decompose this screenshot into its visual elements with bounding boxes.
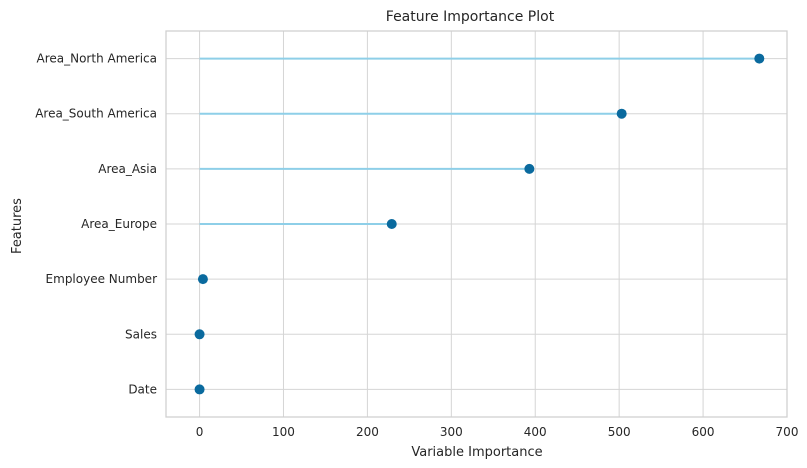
x-tick-label: 400 <box>524 425 547 439</box>
x-tick-labels: 0 100 200 300 400 500 600 700 <box>196 425 799 439</box>
lollipop-marker <box>197 274 208 285</box>
y-tick-label: Area_Europe <box>81 217 157 231</box>
data-marks <box>194 53 765 395</box>
y-tick-label: Area_Asia <box>98 162 157 176</box>
x-tick-label: 700 <box>776 425 799 439</box>
lollipop-marker <box>194 329 205 340</box>
plot-border <box>165 30 788 418</box>
x-axis-label: Variable Importance <box>411 445 542 460</box>
lollipop-marker <box>386 219 397 229</box>
x-tick-label: 200 <box>356 425 379 439</box>
y-tick-label: Area_North America <box>37 52 158 66</box>
y-tick-label: Date <box>128 382 157 396</box>
lollipop-marker <box>524 163 535 174</box>
y-axis-label: Features <box>10 198 25 254</box>
lollipop-marker <box>754 53 765 64</box>
x-tick-label: 0 <box>196 425 204 439</box>
plot-frame <box>165 30 788 418</box>
x-tick-label: 600 <box>692 425 715 439</box>
x-tick-label: 500 <box>608 425 631 439</box>
x-tick-label: 100 <box>272 425 295 439</box>
chart-title: Feature Importance Plot <box>386 9 555 25</box>
y-tick-label: Employee Number <box>46 272 158 286</box>
y-tick-label: Sales <box>125 327 157 341</box>
lollipop-marker <box>194 384 205 395</box>
lollipop-marker <box>616 108 627 119</box>
y-tick-label: Area_South America <box>35 107 157 121</box>
x-tick-label: 300 <box>440 425 463 439</box>
y-tick-labels: Area_North America Area_South America Area… <box>35 52 157 397</box>
